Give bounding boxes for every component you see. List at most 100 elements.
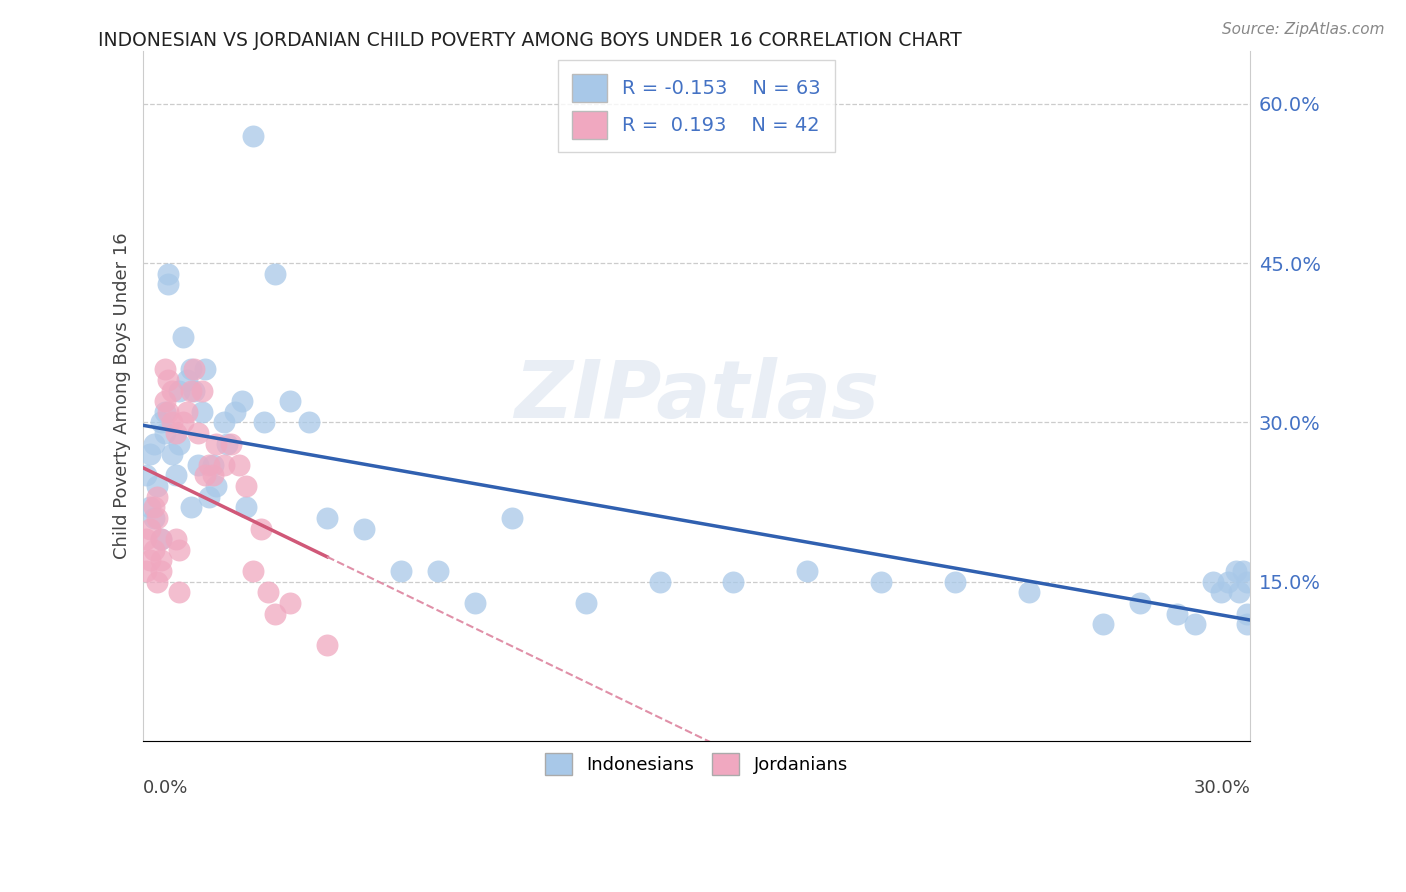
Point <box>183 384 205 398</box>
Point <box>201 458 224 472</box>
Point <box>153 405 176 419</box>
Point <box>1166 607 1188 621</box>
Point <box>153 394 176 409</box>
Point <box>796 564 818 578</box>
Point <box>235 479 257 493</box>
Point <box>157 277 180 292</box>
Point <box>153 362 176 376</box>
Point <box>146 490 169 504</box>
Point <box>1202 574 1225 589</box>
Point <box>205 479 228 493</box>
Point <box>249 522 271 536</box>
Point <box>575 596 598 610</box>
Point <box>183 362 205 376</box>
Point <box>139 500 162 515</box>
Point <box>219 436 242 450</box>
Point <box>1018 585 1040 599</box>
Point <box>187 425 209 440</box>
Point <box>135 564 157 578</box>
Point <box>1091 617 1114 632</box>
Point <box>169 436 191 450</box>
Point <box>165 468 187 483</box>
Point <box>723 574 745 589</box>
Point <box>278 394 301 409</box>
Point <box>190 405 212 419</box>
Point <box>1184 617 1206 632</box>
Point <box>135 468 157 483</box>
Text: Source: ZipAtlas.com: Source: ZipAtlas.com <box>1222 22 1385 37</box>
Point <box>242 128 264 143</box>
Point <box>142 511 165 525</box>
Point <box>150 532 173 546</box>
Point <box>1236 617 1258 632</box>
Text: ZIPatlas: ZIPatlas <box>515 357 879 434</box>
Point <box>1236 574 1258 589</box>
Point <box>142 500 165 515</box>
Point <box>217 436 239 450</box>
Point <box>389 564 412 578</box>
Point <box>169 585 191 599</box>
Point <box>139 553 162 567</box>
Point <box>235 500 257 515</box>
Point <box>150 415 173 429</box>
Point <box>212 458 235 472</box>
Point <box>139 447 162 461</box>
Point <box>278 596 301 610</box>
Point <box>194 362 217 376</box>
Point <box>176 405 198 419</box>
Point <box>160 415 183 429</box>
Point <box>198 490 221 504</box>
Point <box>194 468 217 483</box>
Point <box>316 639 339 653</box>
Point <box>298 415 321 429</box>
Point <box>501 511 523 525</box>
Point <box>426 564 449 578</box>
Point <box>212 415 235 429</box>
Point <box>172 415 194 429</box>
Point <box>201 468 224 483</box>
Point <box>169 384 191 398</box>
Point <box>1129 596 1152 610</box>
Point <box>187 458 209 472</box>
Point <box>160 447 183 461</box>
Point <box>257 585 280 599</box>
Point <box>316 511 339 525</box>
Point <box>180 384 202 398</box>
Point <box>190 384 212 398</box>
Point <box>157 267 180 281</box>
Point <box>142 542 165 557</box>
Point <box>231 394 253 409</box>
Point <box>1225 564 1247 578</box>
Point <box>870 574 893 589</box>
Point <box>1209 585 1232 599</box>
Point <box>353 522 375 536</box>
Point <box>150 553 173 567</box>
Point <box>1227 585 1250 599</box>
Point <box>228 458 250 472</box>
Point <box>464 596 486 610</box>
Point <box>157 405 180 419</box>
Point <box>264 607 287 621</box>
Point <box>172 330 194 344</box>
Point <box>180 362 202 376</box>
Point <box>1232 564 1254 578</box>
Point <box>139 522 162 536</box>
Point <box>180 500 202 515</box>
Point <box>198 458 221 472</box>
Point <box>165 532 187 546</box>
Point <box>150 532 173 546</box>
Legend: Indonesians, Jordanians: Indonesians, Jordanians <box>536 744 858 784</box>
Point <box>242 564 264 578</box>
Text: INDONESIAN VS JORDANIAN CHILD POVERTY AMONG BOYS UNDER 16 CORRELATION CHART: INDONESIAN VS JORDANIAN CHILD POVERTY AM… <box>98 31 962 50</box>
Point <box>142 436 165 450</box>
Point <box>150 564 173 578</box>
Y-axis label: Child Poverty Among Boys Under 16: Child Poverty Among Boys Under 16 <box>114 233 131 559</box>
Point <box>157 373 180 387</box>
Point <box>135 532 157 546</box>
Point <box>146 511 169 525</box>
Point <box>153 425 176 440</box>
Text: 30.0%: 30.0% <box>1194 779 1250 797</box>
Point <box>160 384 183 398</box>
Point <box>146 479 169 493</box>
Point <box>224 405 246 419</box>
